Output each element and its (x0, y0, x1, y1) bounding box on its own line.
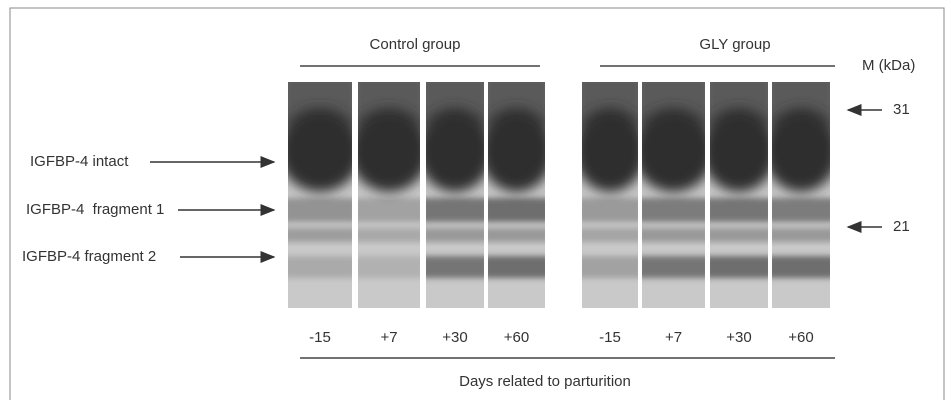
group-label: Control group (370, 36, 461, 53)
lane (358, 82, 420, 308)
band-f2 (488, 228, 545, 242)
band-f1 (488, 198, 545, 222)
lane-label: +30 (726, 329, 751, 346)
band-f3 (642, 256, 705, 278)
band-f2 (642, 228, 705, 242)
lane-label: -15 (599, 329, 621, 346)
lane (642, 82, 705, 308)
lane (488, 82, 545, 308)
lane (582, 82, 638, 308)
lane (772, 82, 830, 308)
frame (9, 7, 945, 400)
lane (288, 82, 352, 308)
axis-label: Days related to parturition (459, 373, 631, 390)
band-intact (772, 108, 830, 192)
band-intact (288, 108, 352, 192)
band-intact (642, 108, 705, 192)
band-f3 (358, 256, 420, 278)
lane-body (426, 82, 484, 308)
lane-label: +7 (380, 329, 397, 346)
band-f2 (772, 228, 830, 242)
band-f3 (426, 256, 484, 278)
band-f3 (582, 256, 638, 278)
band-intact (358, 108, 420, 192)
lane (710, 82, 768, 308)
band-f2 (358, 228, 420, 242)
blot (288, 82, 830, 308)
lane-body (582, 82, 638, 308)
band-f1 (582, 198, 638, 222)
lane-body (288, 82, 352, 308)
band-f3 (288, 256, 352, 278)
group-label: GLY group (699, 36, 770, 53)
band-f2 (582, 228, 638, 242)
lane-label: +60 (788, 329, 813, 346)
lane-label: +60 (504, 329, 529, 346)
band-f3 (710, 256, 768, 278)
band-f2 (426, 228, 484, 242)
band-intact (426, 108, 484, 192)
band-f1 (358, 198, 420, 222)
lane-body (358, 82, 420, 308)
lane-body (488, 82, 545, 308)
lane-body (710, 82, 768, 308)
marker-label: 31 (893, 101, 910, 118)
lane-body (642, 82, 705, 308)
band-f2 (288, 228, 352, 242)
band-label: IGFBP-4 fragment 1 (26, 201, 164, 218)
band-label: IGFBP-4 fragment 2 (22, 248, 156, 265)
band-f2 (710, 228, 768, 242)
lane-label: -15 (309, 329, 331, 346)
band-intact (582, 108, 638, 192)
band-label: IGFBP-4 intact (30, 153, 129, 170)
band-f3 (772, 256, 830, 278)
band-f3 (488, 256, 545, 278)
band-f1 (426, 198, 484, 222)
band-f1 (288, 198, 352, 222)
marker-title: M (kDa) (862, 57, 915, 74)
lane (426, 82, 484, 308)
band-f1 (710, 198, 768, 222)
band-intact (488, 108, 545, 192)
lane-label: +7 (665, 329, 682, 346)
band-f1 (642, 198, 705, 222)
marker-label: 21 (893, 218, 910, 235)
band-intact (710, 108, 768, 192)
lane-label: +30 (442, 329, 467, 346)
band-f1 (772, 198, 830, 222)
lane-body (772, 82, 830, 308)
